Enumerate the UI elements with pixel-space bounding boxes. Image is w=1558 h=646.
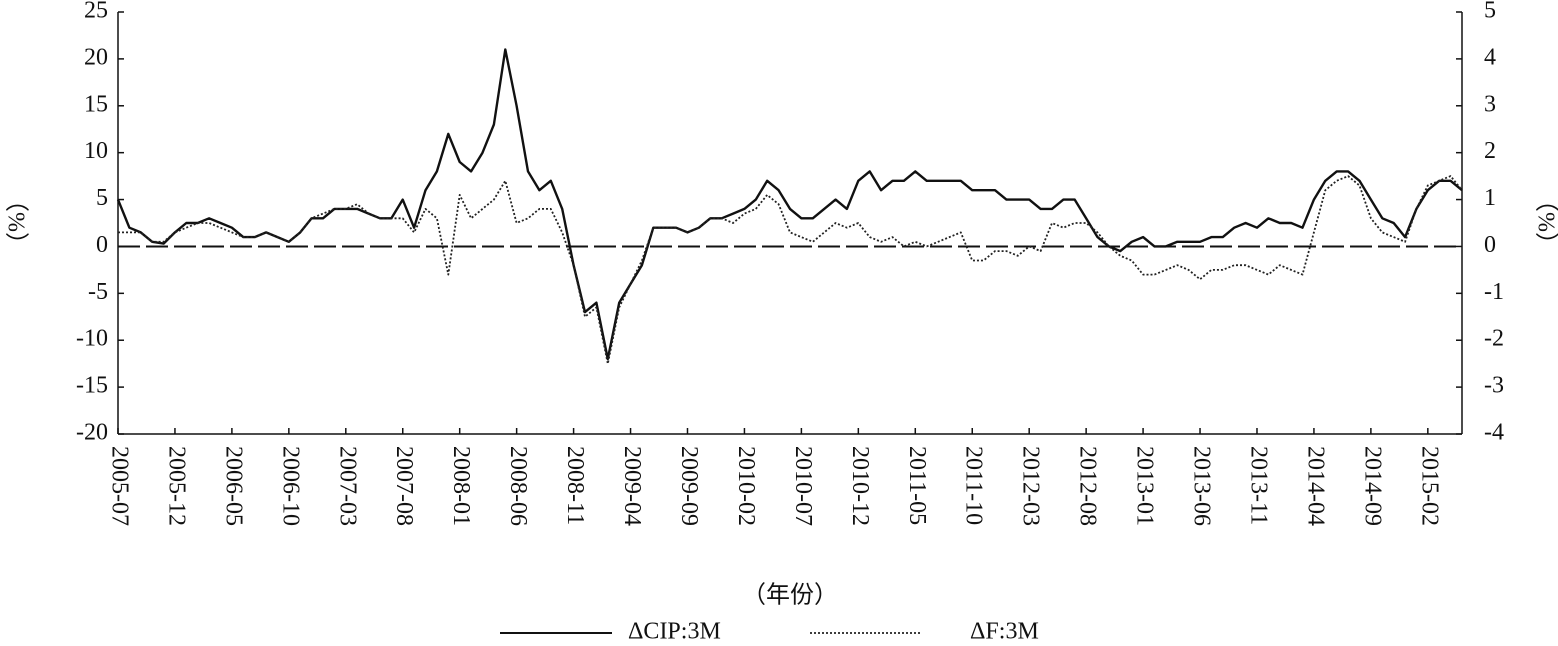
x-tick-label: 2009-09 — [676, 446, 702, 526]
y2-tick-label: 4 — [1484, 44, 1496, 70]
x-tick-label: 2008-01 — [448, 446, 474, 526]
x-tick-label: 2013-06 — [1189, 446, 1215, 526]
y-tick-label: 0 — [96, 232, 108, 258]
x-tick-label: 2012-08 — [1075, 446, 1101, 526]
y2-tick-label: 1 — [1484, 185, 1496, 211]
y-tick-label: -5 — [88, 279, 108, 305]
y2-tick-label: -2 — [1484, 326, 1504, 352]
y-tick-label: 10 — [84, 138, 108, 164]
legend-label: ΔF:3M — [970, 619, 1039, 645]
x-tick-label: 2011-10 — [961, 446, 987, 525]
x-tick-label: 2007-08 — [391, 446, 417, 526]
y-tick-label: -10 — [76, 326, 108, 352]
y2-tick-label: 5 — [1484, 0, 1496, 24]
x-tick-label: 2012-03 — [1018, 446, 1044, 526]
y2-axis-label: （%） — [1532, 188, 1558, 256]
x-tick-label: 2009-04 — [619, 446, 645, 526]
series-line — [116, 48, 1463, 361]
y2-tick-label: -4 — [1484, 420, 1504, 446]
x-axis-label: （年份） — [742, 582, 838, 609]
y2-tick-label: 3 — [1484, 91, 1496, 117]
x-tick-label: 2010-07 — [790, 446, 816, 526]
x-tick-label: 2014-04 — [1302, 446, 1328, 526]
x-tick-label: 2008-06 — [505, 446, 531, 526]
y-axis-label: （%） — [2, 188, 28, 256]
x-tick-label: 2015-02 — [1416, 446, 1442, 526]
x-tick-label: 2010-02 — [733, 446, 759, 526]
x-tick-label: 2014-09 — [1359, 446, 1385, 526]
y-tick-label: -20 — [76, 420, 108, 446]
y-tick-label: -15 — [76, 373, 108, 399]
x-tick-label: 2008-11 — [562, 446, 588, 525]
series-line — [118, 175, 1463, 365]
legend-label: ΔCIP:3M — [628, 619, 721, 645]
x-tick-label: 2013-01 — [1132, 446, 1158, 526]
y-tick-label: 5 — [96, 185, 108, 211]
y-tick-label: 20 — [84, 44, 108, 70]
y2-tick-label: 0 — [1484, 232, 1496, 258]
y-tick-label: 15 — [84, 91, 108, 117]
x-tick-label: 2007-03 — [334, 446, 360, 526]
x-tick-label: 2011-05 — [904, 446, 930, 525]
x-tick-label: 2010-12 — [847, 446, 873, 526]
x-tick-label: 2013-11 — [1245, 446, 1271, 525]
y2-tick-label: -1 — [1484, 279, 1504, 305]
x-tick-label: 2005-07 — [106, 446, 132, 526]
y2-tick-label: 2 — [1484, 138, 1496, 164]
y2-tick-label: -3 — [1484, 373, 1504, 399]
x-tick-label: 2006-10 — [277, 446, 303, 526]
x-tick-label: 2005-12 — [163, 446, 189, 526]
x-tick-label: 2006-05 — [220, 446, 246, 526]
y-tick-label: 25 — [84, 0, 108, 24]
